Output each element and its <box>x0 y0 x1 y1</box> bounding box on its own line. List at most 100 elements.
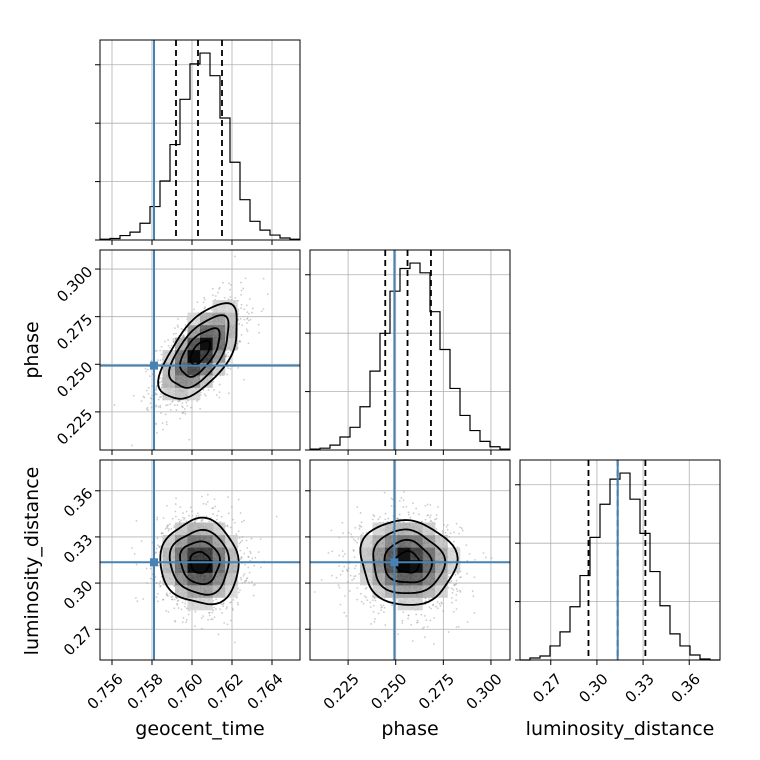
sample-point <box>425 619 428 622</box>
tick-label-x-phase: 0.225 <box>320 670 363 713</box>
sample-point <box>343 565 346 568</box>
sample-point <box>223 622 226 624</box>
density-bin <box>410 572 423 586</box>
joint-content <box>100 250 300 450</box>
sample-point <box>338 554 341 557</box>
sample-point <box>171 595 174 598</box>
sample-point <box>185 621 187 624</box>
sample-point <box>244 563 246 566</box>
sample-point <box>155 350 158 352</box>
sample-point <box>429 520 432 523</box>
sample-point <box>205 503 208 505</box>
tick-label-x-geocent_time: 0.762 <box>204 670 247 713</box>
sample-point <box>180 327 183 330</box>
sample-point <box>343 553 346 555</box>
sample-point <box>212 294 214 297</box>
sample-point <box>247 566 250 569</box>
sample-point <box>466 559 469 562</box>
tick-label-y-luminosity_distance: 0.30 <box>60 577 96 613</box>
sample-point <box>218 391 221 394</box>
sample-point <box>365 586 368 589</box>
sample-point <box>140 540 143 542</box>
sample-point <box>151 541 154 544</box>
sample-point <box>360 521 363 524</box>
sample-point <box>436 601 439 603</box>
sample-point <box>347 531 350 534</box>
sample-point <box>184 605 186 608</box>
sample-point <box>429 514 432 517</box>
density-bin <box>397 585 411 598</box>
sample-point <box>159 406 162 409</box>
sample-point <box>203 307 206 310</box>
sample-point <box>164 413 167 416</box>
sample-point <box>443 524 445 526</box>
sample-point <box>149 577 152 580</box>
sample-point <box>164 527 167 530</box>
sample-point <box>156 516 159 519</box>
sample-point <box>251 311 253 314</box>
sample-point <box>405 505 408 508</box>
sample-point <box>213 606 215 609</box>
sample-point <box>421 627 424 630</box>
sample-point <box>183 518 185 521</box>
sample-point <box>390 497 393 500</box>
sample-point <box>426 503 429 506</box>
sample-point <box>165 421 168 423</box>
sample-point <box>428 598 430 600</box>
sample-point <box>242 287 245 290</box>
sample-point <box>338 536 341 539</box>
sample-point <box>447 575 450 578</box>
sample-point <box>373 620 376 623</box>
sample-point <box>243 573 246 575</box>
sample-point <box>473 576 476 579</box>
sample-point <box>409 516 412 519</box>
sample-point <box>240 293 242 296</box>
sample-point <box>472 595 475 598</box>
panel-frame <box>309 249 511 451</box>
sample-point <box>348 590 351 592</box>
sample-point <box>380 604 382 607</box>
sample-point <box>173 598 176 601</box>
sample-point <box>189 406 192 409</box>
sample-point <box>391 498 394 501</box>
sample-point <box>246 322 248 324</box>
sample-point <box>402 611 405 614</box>
panel-frame <box>519 459 721 661</box>
tick-label-y-phase: 0.250 <box>53 358 96 401</box>
density-bin <box>397 535 411 548</box>
sample-point <box>237 366 240 369</box>
density-bin <box>175 547 188 561</box>
sample-point <box>222 281 224 284</box>
sample-point <box>341 550 344 552</box>
sample-point <box>145 408 148 411</box>
sample-point <box>221 612 224 614</box>
sample-point <box>266 293 269 296</box>
sample-point <box>202 389 205 391</box>
sample-point <box>212 513 214 515</box>
sample-point <box>201 495 203 498</box>
sample-point <box>247 342 250 345</box>
sample-point <box>237 591 240 594</box>
sample-point <box>366 599 369 602</box>
sample-point <box>253 564 256 567</box>
sample-point <box>412 502 414 505</box>
sample-point <box>200 617 203 619</box>
sample-point <box>167 339 170 341</box>
x-axis-title-geocent-time: geocent_time <box>135 718 264 740</box>
sample-point <box>239 558 242 560</box>
tick-label-x-luminosity_distance: 0.30 <box>575 670 611 706</box>
sample-point <box>155 389 157 391</box>
tick-label-x-geocent_time: 0.764 <box>244 670 287 713</box>
density-bin <box>187 325 201 338</box>
sample-point <box>216 518 218 521</box>
density-bin <box>175 535 188 548</box>
sample-point <box>167 529 170 532</box>
sample-point <box>185 510 188 513</box>
sample-point <box>146 582 148 585</box>
sample-point <box>229 296 232 298</box>
sample-point <box>452 610 455 613</box>
sample-point <box>212 380 215 383</box>
sample-point <box>170 344 173 347</box>
sample-point <box>347 569 350 572</box>
sample-point <box>455 626 458 628</box>
